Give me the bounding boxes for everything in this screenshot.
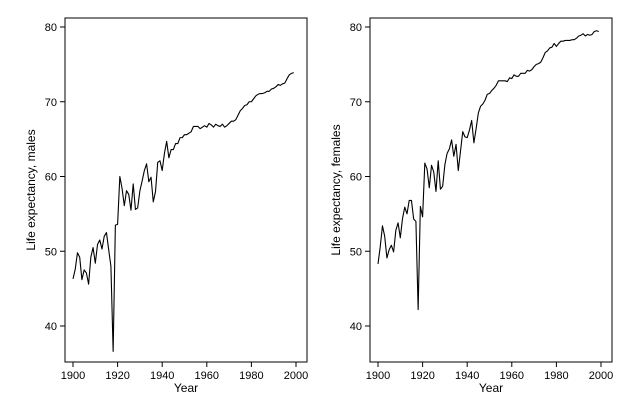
y-tick-label: 50 xyxy=(45,246,57,258)
y-axis-title: Life expectancy, females xyxy=(329,124,343,255)
x-tick-label: 1980 xyxy=(544,370,568,382)
x-tick-label: 1920 xyxy=(105,370,129,382)
plot-frame xyxy=(64,17,308,363)
series-line xyxy=(72,72,294,352)
y-axis-title: Life expectancy, males xyxy=(24,129,38,250)
x-tick-label: 1920 xyxy=(410,370,434,382)
x-tick-label: 1900 xyxy=(366,370,390,382)
series-line xyxy=(377,30,599,311)
x-tick-label: 2000 xyxy=(284,370,308,382)
y-tick-label: 40 xyxy=(350,321,362,333)
x-tick-label: 1940 xyxy=(150,370,174,382)
plot-frame xyxy=(369,17,613,363)
x-tick-label: 1960 xyxy=(500,370,524,382)
y-tick-label: 70 xyxy=(45,97,57,109)
y-tick-label: 40 xyxy=(45,321,57,333)
x-axis-title: Year xyxy=(479,381,503,395)
x-tick-label: 1940 xyxy=(455,370,479,382)
y-tick-label: 60 xyxy=(350,172,362,184)
y-tick-label: 70 xyxy=(350,97,362,109)
y-tick-label: 80 xyxy=(45,22,57,34)
x-axis-title: Year xyxy=(174,381,198,395)
x-tick-label: 1900 xyxy=(61,370,85,382)
x-tick-label: 2000 xyxy=(589,370,613,382)
y-tick-label: 80 xyxy=(350,22,362,34)
y-tick-label: 50 xyxy=(350,246,362,258)
males-chart-panel: 40 50 60 70 80 1900 1920 1940 1960 1980 2000 Year Li… xyxy=(24,17,308,395)
females-chart-panel: 40 50 60 70 80 1900 1920 1940 1960 1980 2000 Year Li… xyxy=(329,17,613,395)
x-tick-label: 1980 xyxy=(239,370,263,382)
x-tick-label: 1960 xyxy=(195,370,219,382)
y-tick-label: 60 xyxy=(45,172,57,184)
